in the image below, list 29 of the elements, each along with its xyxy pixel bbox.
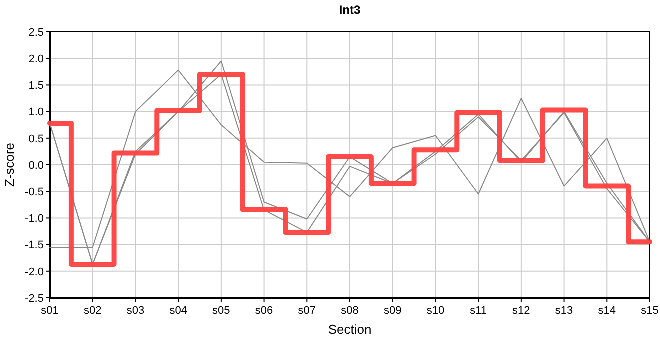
- y-tick-label: 1.0: [28, 106, 44, 119]
- x-tick-label: s14: [598, 305, 616, 317]
- y-tick-label: 1.5: [28, 80, 44, 92]
- y-tick-label: -0.5: [25, 186, 44, 198]
- y-tick-label: 2.5: [28, 26, 44, 39]
- y-tick-label: -1.0: [25, 213, 44, 226]
- y-tick-label: -2.5: [25, 292, 44, 305]
- x-tick-label: s06: [255, 305, 274, 317]
- x-tick-label: s02: [84, 305, 102, 317]
- x-tick-label: s13: [555, 305, 574, 317]
- chart-title: Int3: [339, 3, 361, 17]
- x-tick-label: s07: [298, 305, 316, 317]
- x-tick-label: s01: [41, 305, 59, 317]
- x-tick-label: s10: [426, 305, 445, 317]
- x-tick-label: s12: [512, 305, 530, 317]
- x-tick-label: s04: [170, 305, 188, 317]
- x-tick-label: s08: [341, 305, 359, 317]
- y-tick-label: -1.5: [25, 240, 44, 252]
- x-axis-title: Section: [328, 322, 372, 337]
- y-tick-label: 2.0: [28, 53, 44, 66]
- y-axis-title: Z-score: [2, 142, 17, 188]
- y-tick-label: -2.0: [25, 266, 44, 278]
- x-tick-label: s09: [384, 305, 402, 317]
- x-tick-label: s15: [641, 305, 659, 317]
- x-tick-label: s11: [470, 305, 488, 317]
- x-tick-label: s03: [126, 305, 145, 317]
- y-tick-label: 0.5: [28, 133, 44, 146]
- x-tick-label: s05: [212, 305, 230, 317]
- y-tick-label: 0.0: [28, 160, 44, 172]
